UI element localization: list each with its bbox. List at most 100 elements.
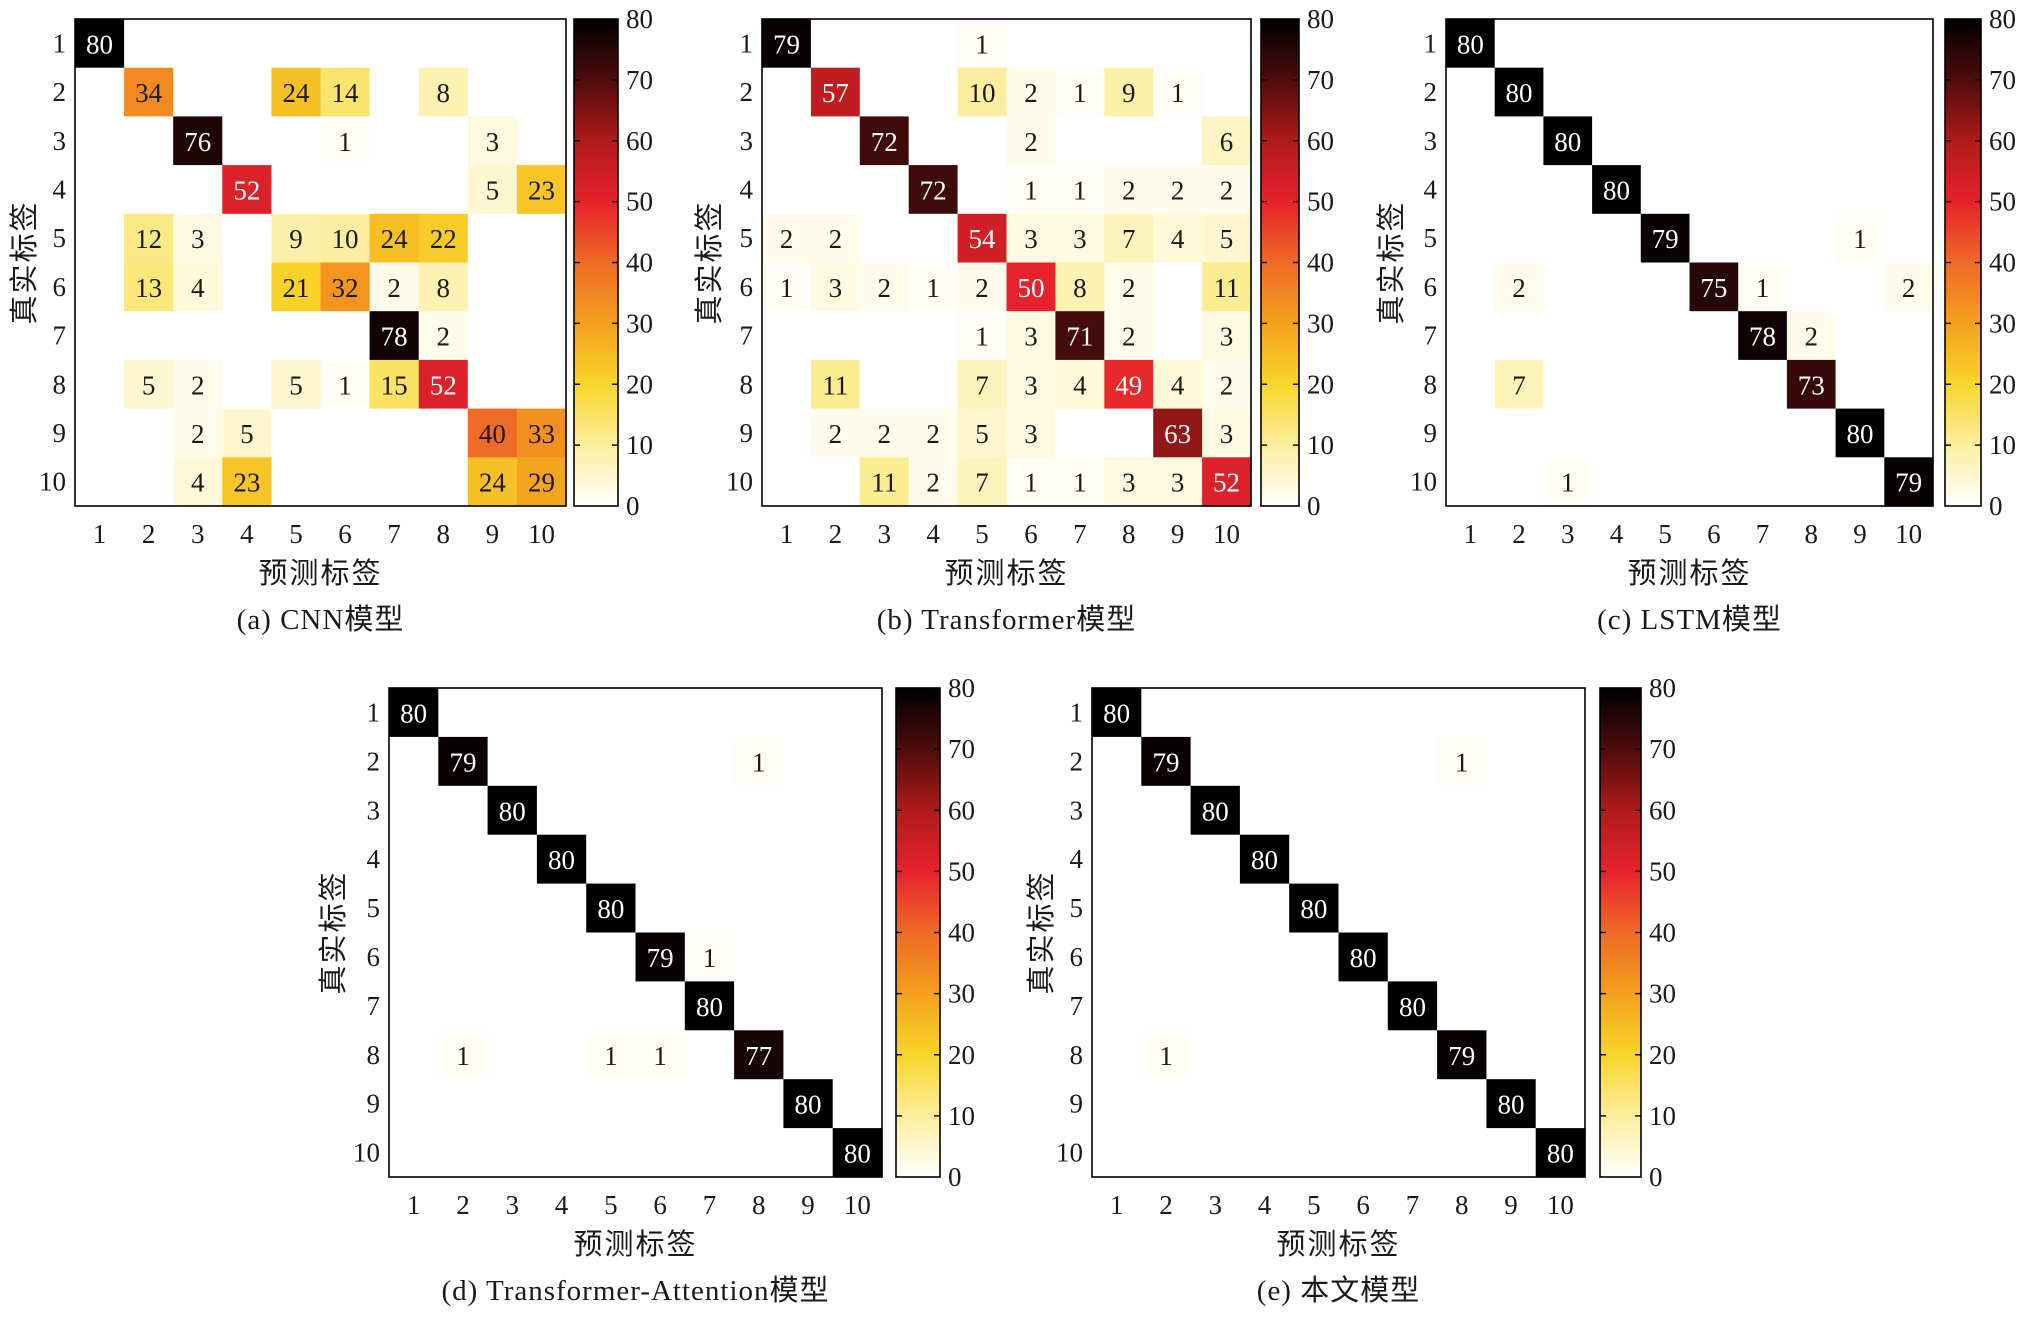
heatmap-cell	[635, 1079, 686, 1129]
heatmap-cell	[810, 359, 861, 410]
cell-value-label: 79	[1652, 224, 1679, 254]
heatmap-cell	[684, 1079, 735, 1129]
heatmap-cell	[1738, 213, 1788, 264]
heatmap-cell	[1387, 883, 1438, 934]
heatmap-cell	[1738, 165, 1788, 215]
heatmap-cell	[1289, 1128, 1340, 1178]
cell-value-label: 1	[338, 370, 352, 400]
x-tick-label: 4	[926, 519, 940, 549]
heatmap-cell	[1446, 359, 1496, 410]
heatmap-cell	[1738, 311, 1788, 361]
heatmap-cell	[467, 67, 518, 117]
heatmap-cell	[1289, 981, 1340, 1031]
cell-value-label: 2	[387, 273, 401, 303]
heatmap-cell	[1141, 1128, 1192, 1178]
cell-value-label: 80	[1103, 698, 1130, 728]
heatmap-cell	[1006, 165, 1056, 215]
cell-value-label: 2	[926, 468, 940, 498]
heatmap-cell	[467, 311, 518, 361]
cell-value-label: 1	[1561, 468, 1575, 498]
colorbar-tick-label: 70	[626, 65, 653, 95]
heatmap-cell	[1190, 1079, 1241, 1129]
heatmap-cell	[1239, 736, 1290, 787]
heatmap-cell	[1835, 408, 1885, 458]
heatmap-cell	[1446, 67, 1496, 117]
heatmap-cell	[369, 116, 420, 166]
heatmap-cell	[1543, 262, 1593, 312]
heatmap-cell	[1141, 981, 1192, 1031]
y-tick-label: 1	[367, 697, 381, 727]
heatmap-cell	[1289, 1079, 1340, 1129]
cell-value-label: 8	[437, 78, 451, 108]
heatmap-cell	[684, 736, 735, 787]
plot-frame	[1445, 18, 1934, 507]
heatmap-cell	[271, 19, 322, 69]
heatmap-cell	[1884, 19, 1934, 69]
heatmap-cell	[389, 736, 439, 787]
x-tick-label: 10	[844, 1190, 871, 1220]
heatmap-cell	[1543, 116, 1593, 166]
heatmap-cell	[1486, 883, 1537, 934]
heatmap-cell	[487, 883, 538, 934]
heatmap-cell	[734, 932, 784, 982]
heatmap-cell	[438, 736, 489, 787]
heatmap-cell	[1494, 457, 1544, 507]
heatmap-cell	[1835, 311, 1885, 361]
heatmap-cell	[908, 213, 959, 264]
heatmap-cell	[418, 457, 469, 507]
heatmap-cell	[389, 932, 439, 982]
heatmap-cell	[467, 408, 518, 458]
heatmap-cell	[124, 311, 174, 361]
y-tick-label: 4	[1070, 844, 1084, 874]
heatmap-cell	[1055, 116, 1105, 166]
heatmap-cell	[734, 981, 784, 1031]
heatmap-cell	[1786, 311, 1837, 361]
heatmap-cell	[516, 165, 567, 215]
heatmap-cell	[1239, 1128, 1290, 1178]
heatmap-cell	[516, 408, 567, 458]
cell-value-label: 9	[289, 224, 303, 254]
heatmap-cell	[1141, 1030, 1192, 1080]
cell-value-label: 80	[1350, 943, 1377, 973]
heatmap-cell	[487, 834, 538, 885]
colorbar-tick-label: 50	[1649, 856, 1676, 886]
y-tick-label: 9	[1070, 1089, 1084, 1119]
heatmap-cell	[1437, 785, 1487, 836]
heatmap-cell	[222, 19, 272, 69]
heatmap-cells	[1092, 688, 1586, 1178]
heatmap-cell	[832, 883, 883, 934]
y-tick-label: 5	[740, 223, 754, 253]
cell-value-label: 80	[1251, 845, 1278, 875]
heatmap-cell	[389, 1030, 439, 1080]
chart-caption: (d) Transformer-Attention模型	[441, 1274, 829, 1307]
heatmap-cell	[635, 785, 686, 836]
cell-value-label: 10	[332, 224, 359, 254]
heatmap-cell	[222, 457, 272, 507]
y-tick-label: 2	[1424, 77, 1438, 107]
heatmap-cell	[1190, 1030, 1241, 1080]
cell-value-label: 75	[1700, 273, 1727, 303]
heatmap-cell	[1338, 883, 1389, 934]
heatmap-cell	[908, 165, 959, 215]
heatmap-cell	[1689, 165, 1739, 215]
heatmap-cell	[635, 688, 686, 738]
heatmap-cell	[1338, 981, 1389, 1031]
x-tick-label: 9	[1504, 1190, 1518, 1220]
cell-value-label: 79	[1448, 1041, 1475, 1071]
x-tick-label: 8	[752, 1190, 766, 1220]
heatmap-cell	[1486, 736, 1537, 787]
cell-value-label: 79	[647, 943, 674, 973]
cell-value-label: 7	[1512, 370, 1526, 400]
heatmap-cell	[467, 359, 518, 410]
heatmap-cell	[75, 262, 125, 312]
heatmap-cell	[832, 1079, 883, 1129]
y-tick-label: 1	[1070, 697, 1084, 727]
heatmap-cell	[271, 311, 322, 361]
heatmap-cell	[1543, 67, 1593, 117]
cell-value-label: 1	[975, 29, 989, 59]
heatmap-cell	[1387, 1128, 1438, 1178]
heatmap-cell	[859, 165, 910, 215]
heatmap-cell	[1738, 67, 1788, 117]
heatmap-cell	[271, 408, 322, 458]
